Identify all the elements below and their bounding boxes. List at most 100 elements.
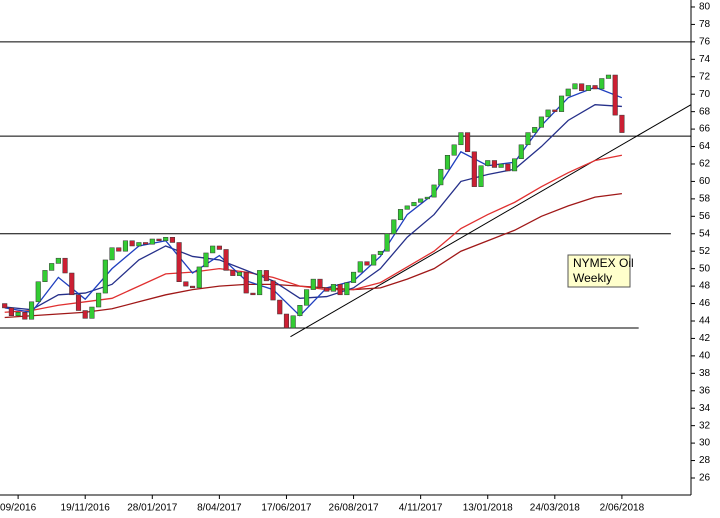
candle xyxy=(599,78,605,90)
y-tick-label: 66 xyxy=(699,124,711,135)
candle xyxy=(277,299,283,315)
candle xyxy=(444,155,451,170)
candle xyxy=(22,312,28,320)
x-tick-label: 19/11/2016 xyxy=(61,503,111,514)
x-tick-label: 26/08/2017 xyxy=(329,503,379,514)
candle xyxy=(102,259,108,294)
y-tick-label: 42 xyxy=(699,333,711,344)
candle xyxy=(485,160,491,166)
candle xyxy=(491,160,497,168)
candle xyxy=(230,270,236,276)
candle xyxy=(96,292,102,308)
y-tick-label: 58 xyxy=(699,194,711,205)
candle xyxy=(109,247,115,261)
x-tick-label: 4/11/2017 xyxy=(399,503,443,514)
candle xyxy=(612,74,618,116)
candle xyxy=(431,184,437,198)
trend-line xyxy=(290,104,692,338)
annotation-text: Weekly xyxy=(573,271,612,285)
candle xyxy=(371,254,377,266)
candle xyxy=(364,261,370,266)
y-tick-label: 80 xyxy=(699,2,711,13)
candle xyxy=(579,83,585,91)
candle xyxy=(337,284,343,296)
candle xyxy=(189,285,196,289)
candle xyxy=(216,245,222,250)
candle xyxy=(418,198,424,203)
y-tick-label: 74 xyxy=(699,54,711,65)
candle xyxy=(324,287,330,292)
x-tick-label: 8/04/2017 xyxy=(197,503,242,514)
candle xyxy=(310,278,316,290)
y-tick-label: 50 xyxy=(699,263,711,274)
candle xyxy=(297,305,303,317)
y-tick-label: 40 xyxy=(699,351,711,362)
y-tick-label: 56 xyxy=(699,211,711,222)
candle xyxy=(424,196,430,200)
candle xyxy=(55,257,61,264)
candle xyxy=(62,257,68,274)
candle xyxy=(8,307,14,317)
candle xyxy=(136,242,142,247)
candle xyxy=(565,88,571,97)
candle xyxy=(545,109,551,118)
y-tick-label: 54 xyxy=(699,228,711,239)
candle xyxy=(357,261,363,273)
candle xyxy=(156,238,162,241)
candle xyxy=(143,242,149,245)
y-tick-label: 30 xyxy=(699,438,711,449)
candle xyxy=(505,163,511,172)
marks xyxy=(0,41,692,338)
x-tick-label: 28/01/2017 xyxy=(127,503,177,514)
candle xyxy=(438,168,444,186)
y-tick-label: 60 xyxy=(699,176,711,187)
y-tick-label: 32 xyxy=(699,420,711,431)
candle xyxy=(196,266,202,289)
y-tick-label: 46 xyxy=(699,298,711,309)
y-tick-label: 70 xyxy=(699,89,711,100)
annotation-box xyxy=(567,254,631,288)
candle xyxy=(344,282,350,296)
candle xyxy=(257,270,263,296)
candle xyxy=(304,289,310,306)
candle xyxy=(290,315,296,329)
y-tick-label: 28 xyxy=(699,455,711,466)
candle xyxy=(28,301,35,320)
candle xyxy=(129,240,135,247)
candle xyxy=(82,310,88,319)
y-tick-label: 36 xyxy=(699,385,711,396)
candle xyxy=(619,114,625,133)
candle xyxy=(163,237,169,241)
candle xyxy=(330,284,336,292)
x-tick-label: 2/06/2018 xyxy=(600,503,645,514)
candle xyxy=(42,270,48,282)
candle xyxy=(552,109,558,112)
candle xyxy=(391,219,397,235)
y-tick-label: 34 xyxy=(699,403,711,414)
y-tick-label: 38 xyxy=(699,368,711,379)
y-tick-label: 76 xyxy=(699,37,711,48)
y-tick-label: 26 xyxy=(699,473,711,484)
candle xyxy=(250,292,256,296)
candle xyxy=(89,306,95,319)
candle xyxy=(558,95,565,112)
candle xyxy=(169,237,175,243)
y-tick-label: 48 xyxy=(699,281,711,292)
annotation-text: NYMEX Oil xyxy=(573,256,634,270)
candle xyxy=(183,281,189,287)
candle xyxy=(223,249,229,271)
candle xyxy=(465,132,471,153)
candle xyxy=(411,202,417,207)
x-tick-label: 09/2016 xyxy=(0,503,37,514)
candle xyxy=(585,85,591,91)
candle xyxy=(317,278,323,289)
candle xyxy=(270,280,276,301)
candle xyxy=(263,270,269,282)
candle xyxy=(149,238,155,245)
candle xyxy=(351,271,357,283)
candle xyxy=(458,132,464,146)
candle xyxy=(2,303,8,309)
candle xyxy=(116,247,122,252)
candle xyxy=(176,242,182,282)
